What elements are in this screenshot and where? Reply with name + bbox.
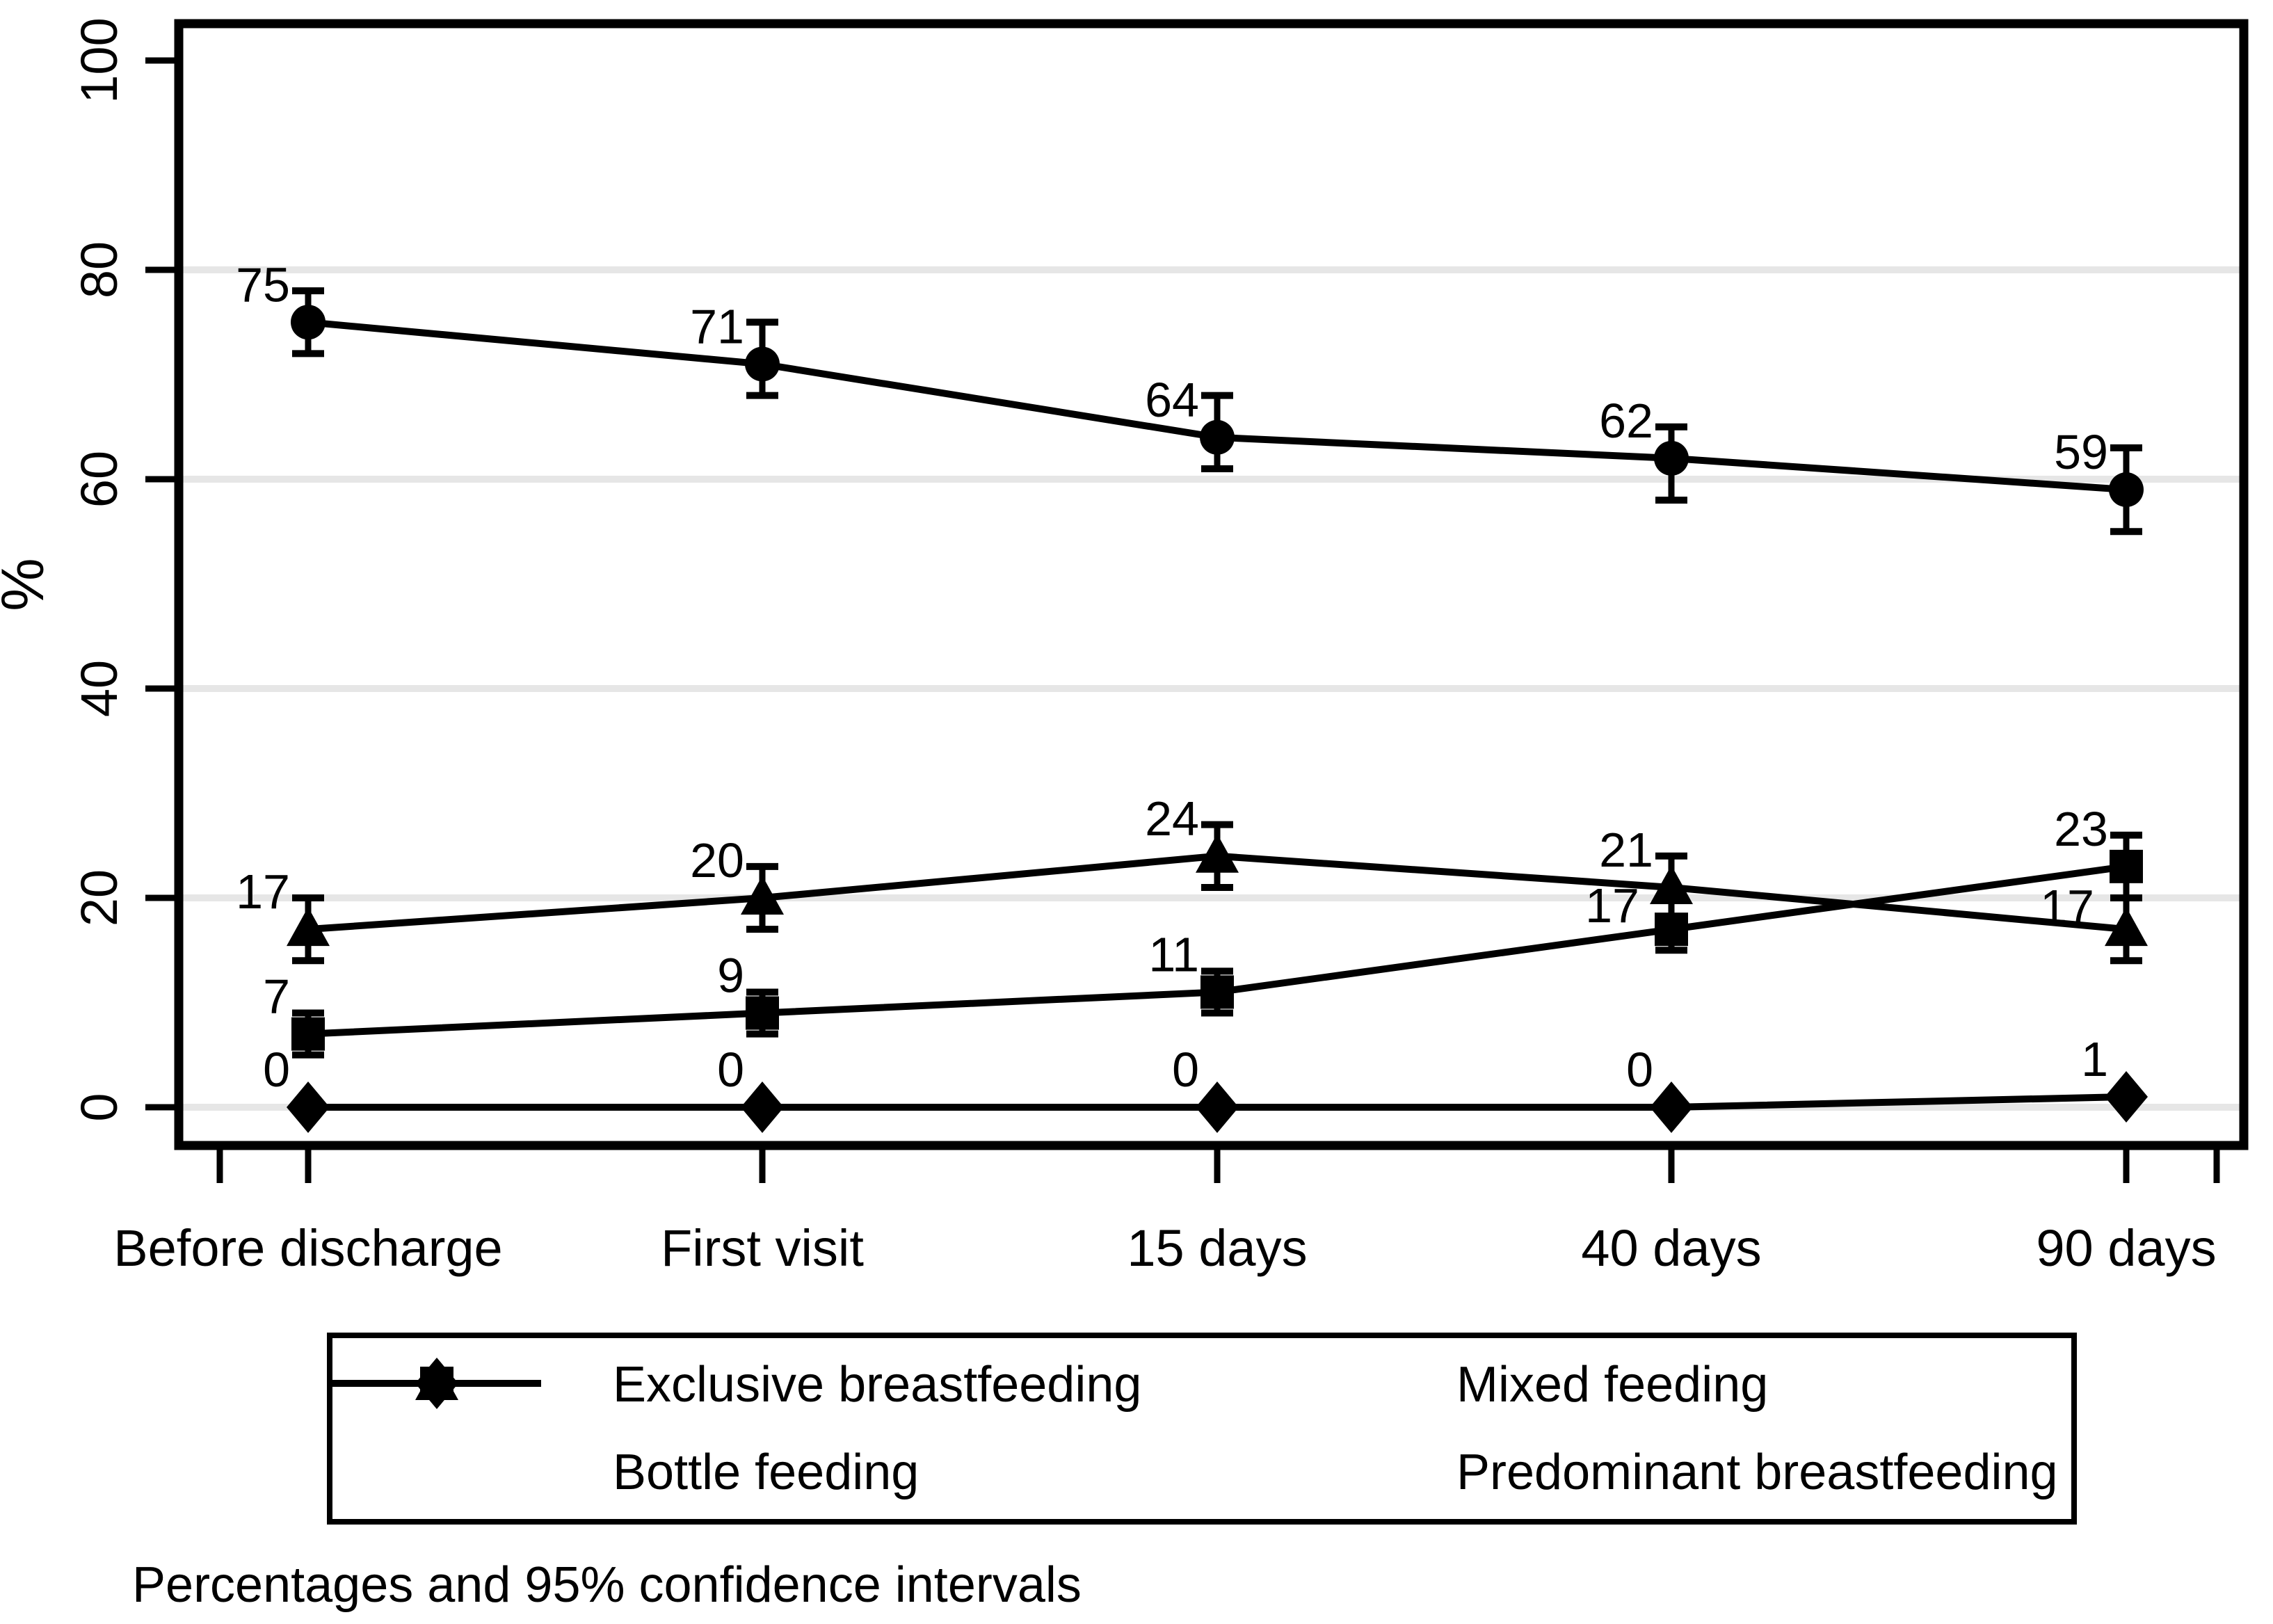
diamond-marker-icon [332,1358,1423,1518]
chart-caption: Percentages and 95% confidence intervals [132,1557,1082,1613]
legend-label: Bottle feeding [613,1445,919,1501]
legend-item-exclusive-breastfeeding: Exclusive breastfeeding [332,1343,1214,1426]
data-point-label: 75 [236,257,290,312]
data-point-label: 64 [1145,373,1199,427]
data-point-circle [2109,472,2144,508]
data-point-label: 7 [263,970,290,1024]
data-point-triangle [2105,907,2148,947]
data-point-label: 0 [717,1043,744,1097]
y-tick-label: 100 [70,17,128,103]
data-point-label: 0 [1172,1043,1199,1097]
chart-legend: Exclusive breastfeeding Mixed feeding Bo… [327,1333,2077,1525]
x-tick-label: 90 days [2036,1219,2216,1277]
data-point-circle [1654,440,1689,476]
square-marker-icon [332,1367,579,1518]
data-point-label: 17 [2040,880,2094,934]
data-point-circle [745,346,780,382]
x-tick-label: 40 days [1581,1219,1761,1277]
data-point-triangle [1196,833,1239,873]
data-point-diamond [1650,1082,1693,1133]
plot-border [174,19,2249,1150]
y-tick-label: 60 [70,451,128,508]
legend-item-mixed-feeding: Mixed feeding [332,1343,2071,1426]
data-point-triangle [287,907,330,947]
x-tick-label: Before discharge [113,1219,502,1277]
series-bottle-feeding: 7 9 11 17 23 [263,802,2143,1059]
data-point-label: 71 [690,299,744,353]
data-point-diamond [287,1082,330,1133]
data-point-diamond [1196,1082,1239,1133]
x-tick-label: First visit [661,1219,864,1277]
data-point-square [746,996,779,1030]
data-point-label: 0 [263,1043,290,1097]
data-point-circle [1200,419,1235,455]
legend-diamond-glyph [415,1358,458,1409]
data-point-label: 0 [1626,1043,1653,1097]
y-tick-label: 80 [70,241,128,298]
series-exclusive-breastfeeding: 75 71 64 62 59 [236,257,2144,536]
series-predominant-breastfeeding: 0 0 0 0 1 [263,1032,2148,1133]
triangle-marker-icon [332,1340,1423,1430]
x-axis-labels: Before discharge First visit 15 days 40 day… [113,1219,2216,1277]
x-axis-ticks [216,1150,2220,1183]
legend-item-bottle-feeding: Bottle feeding [332,1367,1214,1514]
data-point-label: 59 [2054,425,2108,479]
legend-label: Mixed feeding [1456,1356,1769,1413]
legend-marker-diamond [332,1358,541,1409]
data-point-label: 9 [717,949,744,1003]
data-point-label: 62 [1599,394,1653,448]
data-point-square [1655,913,1688,947]
data-point-label: 24 [1145,791,1199,846]
y-axis-title: % [0,558,56,611]
y-tick-label: 20 [70,869,128,926]
data-point-triangle [741,876,784,915]
data-point-triangle [1650,865,1693,904]
data-point-diamond [2105,1070,2148,1123]
data-point-square [291,1017,325,1051]
y-tick-label: 0 [70,1093,128,1121]
y-axis-ticks: 0 20 40 60 80 100 [70,17,175,1122]
data-point-label: 1 [2081,1032,2108,1086]
data-point-label: 20 [690,833,744,887]
legend-label: Exclusive breastfeeding [613,1356,1142,1413]
x-tick-label: 15 days [1127,1219,1307,1277]
data-point-label: 23 [2054,802,2108,856]
legend-label: Predominant breastfeeding [1456,1445,2058,1501]
data-point-square [1200,975,1234,1009]
data-point-label: 11 [1148,927,1199,981]
data-point-label: 17 [1585,878,1639,933]
data-point-square [2110,849,2143,883]
legend-item-predominant-breastfeeding: Predominant breastfeeding [332,1358,2071,1514]
y-tick-label: 40 [70,660,128,717]
data-point-circle [291,305,326,340]
data-point-diamond [741,1082,784,1133]
data-point-label: 17 [236,865,290,919]
data-point-label: 21 [1599,823,1653,877]
